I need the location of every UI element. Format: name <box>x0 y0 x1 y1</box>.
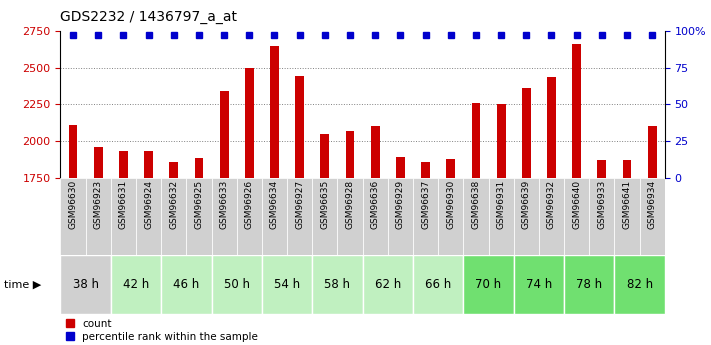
Bar <box>413 255 464 314</box>
Bar <box>111 178 136 255</box>
Text: GSM96932: GSM96932 <box>547 180 556 229</box>
Bar <box>471 103 481 345</box>
Bar <box>111 255 161 314</box>
Text: 42 h: 42 h <box>123 278 149 291</box>
Bar <box>539 178 564 255</box>
Text: GSM96931: GSM96931 <box>496 180 506 229</box>
Bar <box>270 46 279 345</box>
Text: 70 h: 70 h <box>476 278 501 291</box>
Legend: count, percentile rank within the sample: count, percentile rank within the sample <box>65 319 258 342</box>
Bar <box>623 160 631 345</box>
Bar <box>488 178 514 255</box>
Text: GSM96631: GSM96631 <box>119 180 128 229</box>
Text: GSM96639: GSM96639 <box>522 180 531 229</box>
Bar <box>363 178 387 255</box>
Bar <box>572 44 581 345</box>
Text: GSM96638: GSM96638 <box>471 180 481 229</box>
Bar <box>312 255 363 314</box>
Text: 74 h: 74 h <box>525 278 552 291</box>
Text: 62 h: 62 h <box>375 278 401 291</box>
Text: GDS2232 / 1436797_a_at: GDS2232 / 1436797_a_at <box>60 10 237 24</box>
Bar <box>85 178 111 255</box>
Bar <box>497 104 506 345</box>
Bar <box>220 91 228 345</box>
Bar <box>597 160 606 345</box>
Text: 58 h: 58 h <box>324 278 351 291</box>
Bar <box>614 178 640 255</box>
Text: GSM96928: GSM96928 <box>346 180 355 229</box>
Bar <box>245 68 254 345</box>
Text: 50 h: 50 h <box>224 278 250 291</box>
Bar <box>514 255 564 314</box>
Bar <box>212 178 237 255</box>
Text: GSM96923: GSM96923 <box>94 180 102 229</box>
Text: 46 h: 46 h <box>173 278 200 291</box>
Bar <box>312 178 338 255</box>
Bar <box>464 178 488 255</box>
Bar <box>614 255 665 314</box>
Bar <box>60 178 85 255</box>
Text: 78 h: 78 h <box>576 278 602 291</box>
Bar <box>69 125 77 345</box>
Bar <box>94 147 102 345</box>
Bar <box>262 255 312 314</box>
Bar <box>514 178 539 255</box>
Text: GSM96636: GSM96636 <box>370 180 380 229</box>
Bar <box>648 126 656 345</box>
Text: GSM96632: GSM96632 <box>169 180 178 229</box>
Text: 38 h: 38 h <box>73 278 99 291</box>
Bar <box>136 178 161 255</box>
Bar <box>169 162 178 345</box>
Text: GSM96641: GSM96641 <box>623 180 631 229</box>
Text: 54 h: 54 h <box>274 278 300 291</box>
Bar <box>371 126 380 345</box>
Bar <box>547 77 556 345</box>
Text: 66 h: 66 h <box>425 278 451 291</box>
Bar <box>589 178 614 255</box>
Bar <box>161 255 212 314</box>
Text: GSM96640: GSM96640 <box>572 180 581 229</box>
Text: GSM96926: GSM96926 <box>245 180 254 229</box>
Bar <box>287 178 312 255</box>
Bar <box>195 158 203 345</box>
Bar <box>144 151 153 345</box>
Text: GSM96633: GSM96633 <box>220 180 229 229</box>
Bar <box>438 178 464 255</box>
Bar <box>321 134 329 345</box>
Bar <box>564 178 589 255</box>
Text: GSM96635: GSM96635 <box>321 180 329 229</box>
Bar <box>212 255 262 314</box>
Text: GSM96634: GSM96634 <box>270 180 279 229</box>
Bar <box>447 159 455 345</box>
Bar <box>262 178 287 255</box>
Text: GSM96924: GSM96924 <box>144 180 153 229</box>
Text: GSM96930: GSM96930 <box>447 180 455 229</box>
Text: GSM96933: GSM96933 <box>597 180 606 229</box>
Text: GSM96927: GSM96927 <box>295 180 304 229</box>
Bar <box>119 150 128 345</box>
Bar <box>640 178 665 255</box>
Text: GSM96637: GSM96637 <box>421 180 430 229</box>
Bar <box>186 178 212 255</box>
Bar <box>346 131 354 345</box>
Bar <box>60 255 111 314</box>
Bar <box>564 255 614 314</box>
Text: 82 h: 82 h <box>626 278 653 291</box>
Bar <box>338 178 363 255</box>
Bar <box>413 178 438 255</box>
Bar <box>237 178 262 255</box>
Bar <box>522 88 530 345</box>
Text: GSM96934: GSM96934 <box>648 180 657 229</box>
Bar <box>161 178 186 255</box>
Bar <box>396 157 405 345</box>
Text: GSM96929: GSM96929 <box>396 180 405 229</box>
Bar <box>363 255 413 314</box>
Bar <box>295 76 304 345</box>
Bar <box>421 162 430 345</box>
Text: time ▶: time ▶ <box>4 280 41 289</box>
Text: GSM96630: GSM96630 <box>68 180 77 229</box>
Bar <box>464 255 514 314</box>
Text: GSM96925: GSM96925 <box>194 180 203 229</box>
Bar <box>387 178 413 255</box>
